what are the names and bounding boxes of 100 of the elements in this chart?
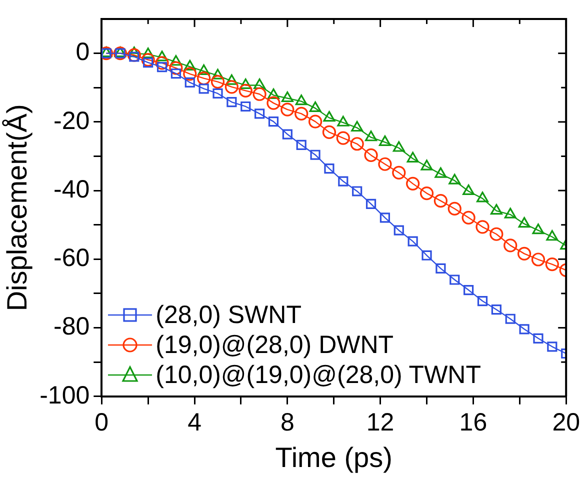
point xyxy=(406,152,419,162)
x-tick-label: 4 xyxy=(188,408,202,436)
point xyxy=(545,258,559,272)
point xyxy=(127,48,141,62)
point xyxy=(491,304,502,315)
point xyxy=(517,246,532,260)
point xyxy=(350,137,364,151)
point xyxy=(533,333,544,344)
point xyxy=(420,186,434,200)
point xyxy=(434,167,447,178)
point xyxy=(378,135,391,146)
point xyxy=(351,120,364,132)
point xyxy=(155,56,169,70)
point xyxy=(378,157,392,171)
point xyxy=(212,88,223,98)
point xyxy=(406,176,420,190)
point xyxy=(170,55,182,66)
point xyxy=(170,68,181,79)
y-tick-label: -40 xyxy=(53,175,90,204)
y-tick-label: -20 xyxy=(53,106,90,135)
point xyxy=(309,101,322,112)
point xyxy=(336,131,350,145)
point xyxy=(197,72,211,86)
point xyxy=(266,96,280,110)
point xyxy=(490,227,504,241)
point xyxy=(504,208,516,218)
point xyxy=(352,186,362,196)
point xyxy=(505,314,516,324)
point xyxy=(338,176,348,186)
point xyxy=(392,141,405,152)
point xyxy=(323,111,336,122)
point xyxy=(322,125,336,140)
point xyxy=(240,78,252,90)
legend-label: (19,0)@(28,0) DWNT xyxy=(156,330,394,360)
point xyxy=(380,212,390,223)
point xyxy=(212,68,224,80)
point xyxy=(422,250,432,260)
point xyxy=(337,116,350,126)
x-axis-title: Time (ps) xyxy=(275,442,392,473)
point xyxy=(308,114,322,128)
x-tick-label: 12 xyxy=(366,408,394,436)
point xyxy=(450,274,460,285)
point xyxy=(546,230,558,241)
legend-label: (28,0) SWNT xyxy=(156,300,302,330)
point xyxy=(198,64,210,75)
point xyxy=(365,130,378,142)
point xyxy=(394,225,404,236)
point xyxy=(252,87,266,101)
point xyxy=(296,140,306,150)
point xyxy=(408,236,418,246)
point xyxy=(268,116,279,127)
point xyxy=(141,53,155,67)
x-tick-label: 0 xyxy=(94,408,109,436)
point xyxy=(462,210,476,224)
point xyxy=(477,296,488,306)
point xyxy=(183,67,197,81)
point xyxy=(436,263,446,274)
point xyxy=(310,150,320,160)
point xyxy=(448,202,462,216)
point xyxy=(226,74,238,85)
y-tick-label: -60 xyxy=(53,244,90,272)
point xyxy=(280,102,294,116)
y-tick-label: -80 xyxy=(53,312,90,341)
x-tick-label: 20 xyxy=(552,408,580,436)
point xyxy=(156,62,168,72)
point xyxy=(169,61,183,75)
point xyxy=(282,129,292,140)
point xyxy=(504,238,518,252)
point xyxy=(324,164,334,174)
point xyxy=(462,184,475,196)
point xyxy=(224,80,238,94)
y-axis-title: Displacement(Å) xyxy=(2,104,33,312)
x-tick-label: 8 xyxy=(280,408,294,436)
point xyxy=(490,204,502,215)
point xyxy=(294,106,308,120)
x-tick-label: 16 xyxy=(459,408,488,436)
point xyxy=(254,78,266,90)
point xyxy=(448,174,461,184)
point xyxy=(364,148,378,162)
point xyxy=(434,194,448,208)
point xyxy=(476,192,488,202)
point xyxy=(226,96,237,108)
point xyxy=(295,94,308,106)
y-tick-label: -100 xyxy=(40,381,90,410)
y-tick-label: 0 xyxy=(76,38,90,66)
point xyxy=(518,217,530,228)
point xyxy=(238,84,252,98)
point xyxy=(156,50,168,62)
point xyxy=(464,285,474,296)
point xyxy=(254,108,265,119)
point xyxy=(142,48,154,58)
point xyxy=(366,198,376,209)
point xyxy=(281,91,294,102)
point xyxy=(198,84,209,94)
point xyxy=(210,74,225,89)
point xyxy=(519,324,530,334)
point xyxy=(532,224,544,234)
point xyxy=(240,101,251,112)
point xyxy=(531,252,546,266)
point xyxy=(184,77,195,88)
